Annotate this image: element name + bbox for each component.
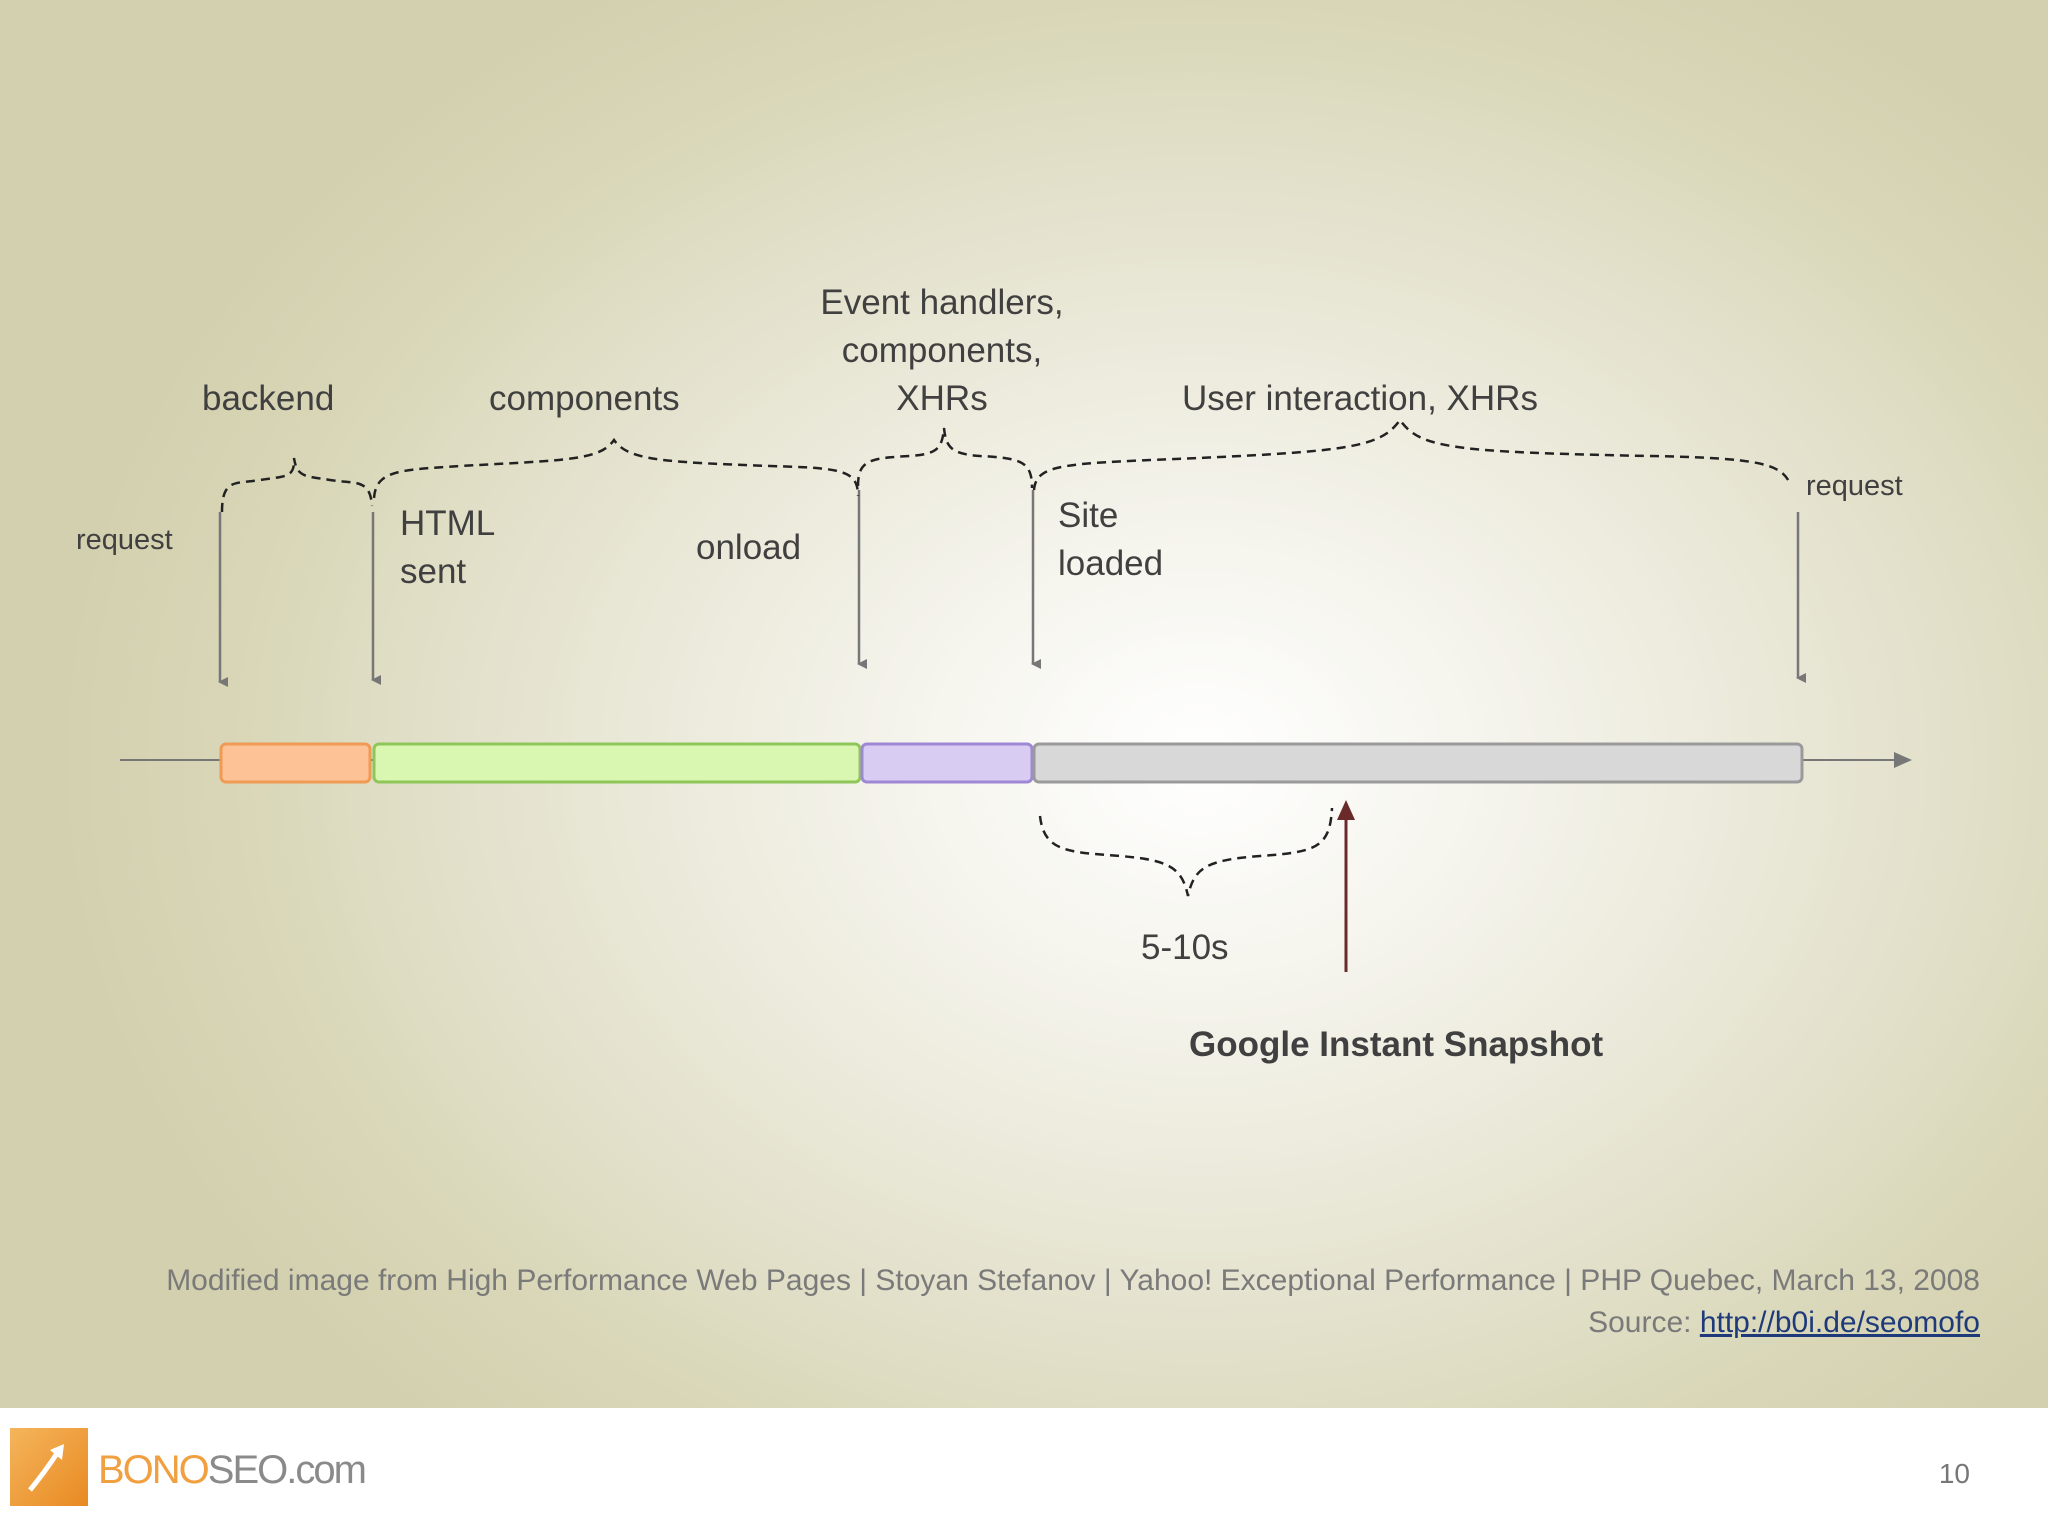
citation-source: Source: http://b0i.de/seomofo	[166, 1302, 1980, 1344]
label-user-interaction: User interaction, XHRs	[1182, 379, 1538, 418]
page-number: 10	[1938, 1458, 1970, 1489]
label-request-left: request	[76, 524, 173, 556]
label-html-sent: HTML sent	[400, 504, 496, 591]
logo-wordmark: BONOSEO.com	[98, 1448, 367, 1493]
label-google-instant-snapshot: Google Instant Snapshot	[1189, 1025, 1604, 1064]
label-request-right: request	[1806, 470, 1903, 502]
citation-line: Modified image from High Performance Web…	[166, 1264, 1980, 1297]
brace-duration	[1038, 807, 1334, 897]
segment-components	[372, 742, 862, 784]
segment-backend	[219, 742, 372, 784]
logo-icon	[10, 1428, 88, 1506]
label-components: components	[489, 379, 680, 418]
slide-footer: BONOSEO.com 10	[0, 1408, 2048, 1536]
label-site-loaded: Site loaded	[1058, 496, 1164, 583]
brace-user-interaction	[1032, 417, 1792, 491]
timeline-diagram	[120, 417, 1912, 972]
label-duration: 5-10s	[1141, 928, 1229, 967]
label-event-handlers: Event handlers, components, XHRs	[820, 283, 1064, 418]
brace-components	[372, 437, 860, 499]
snapshot-arrowhead	[1337, 800, 1355, 820]
segment-event-handlers	[860, 742, 1034, 784]
logo-text-seo: SEO.com	[207, 1448, 367, 1492]
logo-text-bono: BONO	[98, 1448, 210, 1492]
timeline-axis-arrowhead	[1894, 752, 1912, 768]
citation: Modified image from High Performance Web…	[166, 1260, 1980, 1344]
segment-user-interaction	[1032, 742, 1804, 784]
brace-backend	[220, 457, 374, 513]
label-backend: backend	[202, 379, 335, 418]
label-onload: onload	[696, 528, 802, 567]
source-label: Source:	[1588, 1306, 1700, 1339]
brace-event-handlers	[856, 427, 1034, 489]
source-link[interactable]: http://b0i.de/seomofo	[1699, 1306, 1980, 1339]
slide-canvas: backend components Event handlers, compo…	[0, 0, 2048, 1408]
